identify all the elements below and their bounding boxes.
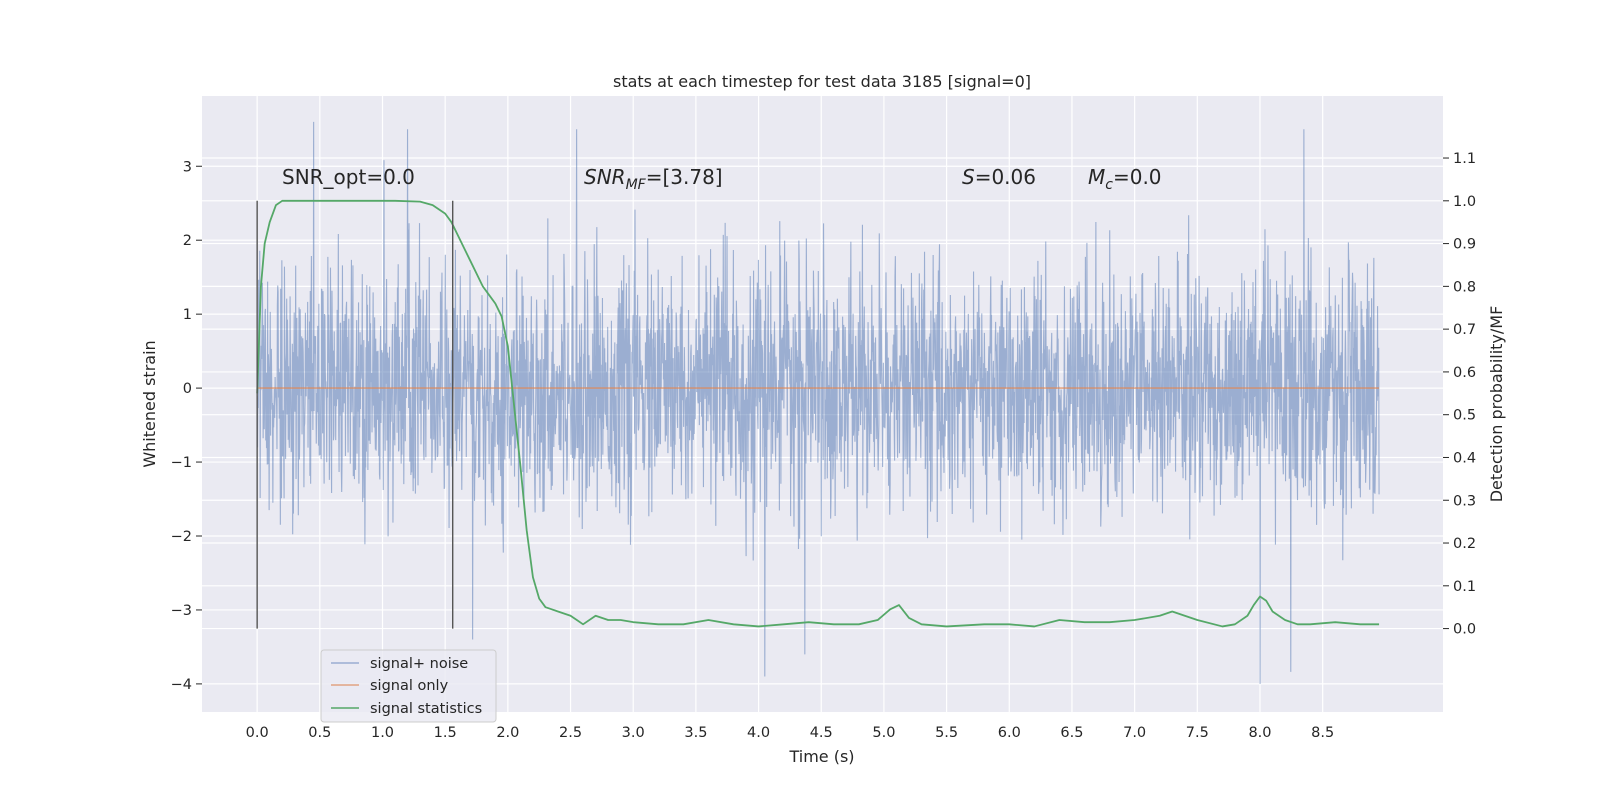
annotation-s-base: S [962,165,975,189]
legend: signal+ noise signal only signal statist… [320,649,497,723]
y2-tick-label: 0.4 [1453,450,1476,466]
annotation-mc-rest: =0.0 [1113,165,1162,189]
y-tick-label: −2 [171,529,192,545]
y2-tick-label: 0.3 [1453,493,1476,509]
noise-series [256,121,1380,684]
y-axis-label: Whitened strain [140,340,159,467]
y2-tick-label: 1.0 [1453,194,1476,210]
y2-axis-label: Detection probability/MF [1487,306,1506,503]
annotation-mc-stat: Mc=0.0 [1088,165,1162,193]
legend-label-signal-noise: signal+ noise [370,656,468,672]
x-tick-label: 5.5 [935,725,958,741]
x-tick-label: 6.0 [998,725,1021,741]
x-tick-label: 4.0 [747,725,770,741]
x-tick-label: 0.0 [246,725,269,741]
x-tick-label: 8.5 [1311,725,1334,741]
annotation-snr-mf-sub: MF [626,177,647,193]
y2-tick-label: 0.8 [1453,279,1476,295]
y2-tick-label: 0.1 [1453,579,1476,595]
x-tick-label: 5.0 [872,725,895,741]
legend-label-signal-statistics: signal statistics [370,701,482,717]
y2-tick-labels: 0.0 0.1 0.2 0.3 0.4 0.5 0.6 0.7 0.8 0.9 1.0 1.1 [1443,151,1476,638]
x-tick-label: 7.5 [1186,725,1209,741]
x-tick-label: 4.5 [810,725,833,741]
series-signal-statistics [256,199,1380,628]
annotation-snr-mf-rest: =[3.78] [646,165,723,189]
annotation-s-stat: S=0.06 [962,165,1036,189]
y2-tick-label: 0.6 [1453,365,1476,381]
x-tick-label: 6.5 [1060,725,1083,741]
x-tick-label: 1.5 [434,725,457,741]
x-tick-label: 8.0 [1248,725,1271,741]
vertical-markers [256,200,454,629]
x-tick-label: 2.5 [559,725,582,741]
y-tick-label: −3 [171,603,192,619]
annotation-snr-mf-base: SNR [584,165,626,189]
chart-title: stats at each timestep for test data 318… [613,72,1031,91]
y2-tick-label: 0.5 [1453,408,1476,424]
annotation-snr-opt-text: SNR_opt=0.0 [282,165,415,189]
y-tick-label: 3 [183,159,192,175]
y2-tick-label: 0.7 [1453,322,1476,338]
y2-tick-label: 0.0 [1453,622,1476,638]
y2-tick-label: 0.2 [1453,536,1476,552]
y-tick-labels: −4 −3 −2 −1 0 1 2 3 [171,159,202,693]
line-series [256,199,1380,628]
x-tick-label: 1.0 [371,725,394,741]
y2-tick-label: 1.1 [1453,151,1476,167]
annotation-s-rest: =0.06 [975,165,1036,189]
x-axis-label: Time (s) [788,747,854,766]
legend-label-signal-only: signal only [370,678,449,694]
x-tick-label: 3.5 [684,725,707,741]
x-tick-labels: 0.0 0.5 1.0 1.5 2.0 2.5 3.0 3.5 4.0 4.5 5.0 5.5 6.0 6… [246,725,1335,741]
y-tick-label: −4 [171,677,192,693]
x-tick-label: 2.0 [496,725,519,741]
annotation-mc-base: M [1088,165,1105,189]
y-tick-label: 1 [183,307,192,323]
y-tick-label: 2 [183,233,192,249]
y-tick-label: −1 [171,455,192,471]
annotation-snr-mf: SNRMF=[3.78] [584,165,723,193]
series-signal-noise [256,121,1380,684]
legend-box [320,649,497,723]
y-tick-label: 0 [183,381,192,397]
annotation-mc-sub: c [1105,177,1113,193]
x-tick-label: 7.0 [1123,725,1146,741]
x-tick-label: 0.5 [308,725,331,741]
annotation-snr-opt: SNR_opt=0.0 [282,165,415,189]
y2-tick-label: 0.9 [1453,237,1476,253]
x-tick-label: 3.0 [622,725,645,741]
